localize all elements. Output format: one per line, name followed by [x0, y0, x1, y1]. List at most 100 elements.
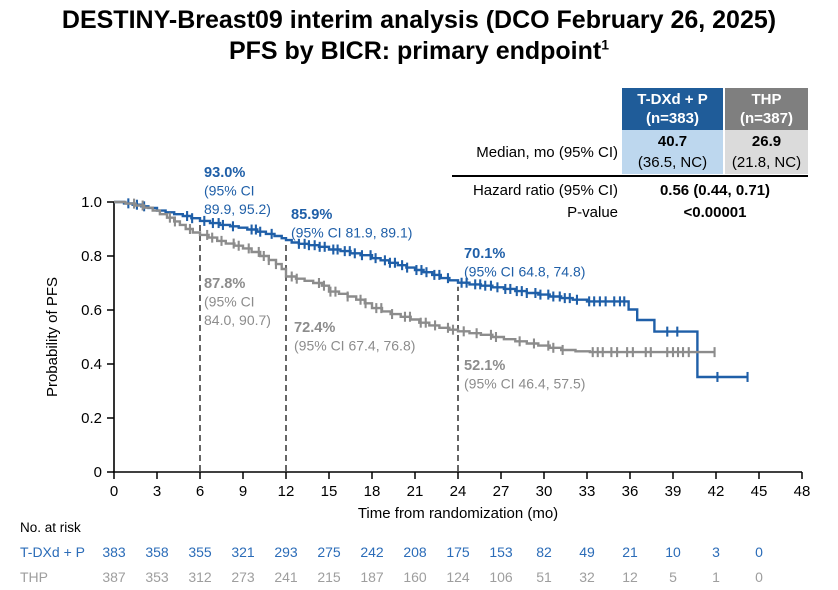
- x-tick-label: 24: [450, 483, 467, 500]
- x-tick-label: 3: [153, 483, 161, 500]
- y-tick-label: 0.6: [81, 302, 102, 319]
- x-tick-label: 15: [321, 483, 338, 500]
- stats-header-tdxd-n: (n=383): [646, 110, 699, 127]
- stats-header-thp-n: (n=387): [740, 110, 793, 127]
- landmark-ci-thp-6mo: (95% CI: [204, 294, 255, 310]
- landmark-pct-tdxd-12mo: 85.9%: [291, 207, 332, 223]
- x-tick-label: 36: [622, 483, 639, 500]
- at-risk-title: No. at risk: [20, 520, 81, 535]
- y-tick-label: 1.0: [81, 194, 102, 211]
- x-tick-label: 12: [278, 483, 295, 500]
- at-risk-count: 49: [579, 544, 595, 560]
- y-tick-label: 0: [94, 464, 102, 481]
- at-risk-count: 153: [489, 544, 513, 560]
- landmark-ci-thp-24mo: (95% CI 46.4, 57.5): [464, 376, 585, 392]
- at-risk-count: 241: [274, 569, 298, 585]
- landmark-pct-thp-12mo: 72.4%: [294, 320, 335, 336]
- median-row-label: Median, mo (95% CI): [476, 143, 618, 161]
- at-risk-count: 0: [755, 569, 763, 585]
- at-risk-count: 312: [188, 569, 212, 585]
- slide-title: DESTINY-Breast09 interim analysis (DCO F…: [0, 5, 838, 67]
- at-risk-count: 383: [102, 544, 126, 560]
- at-risk-count: 175: [446, 544, 470, 560]
- at-risk-count: 5: [669, 569, 677, 585]
- median-cell-thp: 26.9 (21.8, NC): [725, 130, 808, 174]
- x-tick-label: 45: [751, 483, 768, 500]
- at-risk-count: 353: [145, 569, 169, 585]
- hazard-ratio-label: Hazard ratio (95% CI): [472, 182, 618, 199]
- stats-header-tdxd: T-DXd + P (n=383): [622, 88, 723, 130]
- landmark-ci-tdxd-12mo: (95% CI 81.9, 89.1): [291, 225, 412, 241]
- at-risk-count: 293: [274, 544, 298, 560]
- stats-header-thp-name: THP: [751, 91, 782, 108]
- at-risk-row-label-thp: THP: [20, 569, 48, 585]
- x-tick-label: 33: [579, 483, 596, 500]
- x-tick-label: 27: [493, 483, 510, 500]
- p-value-value: <0.00001: [683, 204, 747, 221]
- at-risk-count: 10: [665, 544, 681, 560]
- landmark-ci-thp-12mo: (95% CI 67.4, 76.8): [294, 338, 415, 354]
- at-risk-count: 275: [317, 544, 341, 560]
- median-value-tdxd: 40.7: [657, 133, 688, 150]
- at-risk-count: 215: [317, 569, 341, 585]
- at-risk-count: 0: [755, 544, 763, 560]
- footnote-marker: 1: [601, 36, 610, 53]
- p-value-label: P-value: [567, 204, 618, 221]
- at-risk-count: 3: [712, 544, 720, 560]
- x-axis-title: Time from randomization (mo): [358, 505, 558, 522]
- median-ci-tdxd: (36.5, NC): [637, 154, 708, 171]
- at-risk-count: 32: [579, 569, 595, 585]
- at-risk-count: 187: [360, 569, 384, 585]
- at-risk-count: 355: [188, 544, 212, 560]
- y-axis-title: Probability of PFS: [44, 277, 61, 397]
- at-risk-row-label-tdxd-p: T-DXd + P: [20, 544, 85, 560]
- km-curve-thp: [114, 200, 715, 354]
- landmark-dashed-lines: [199, 224, 459, 471]
- at-risk-count: 106: [489, 569, 513, 585]
- stats-table-divider: [452, 175, 808, 177]
- at-risk-count: 124: [446, 569, 470, 585]
- stats-header-tdxd-name: T-DXd + P: [637, 91, 708, 108]
- at-risk-count: 21: [622, 544, 638, 560]
- censor-ticks-tdxd-p: [127, 198, 749, 382]
- axes: 0 3 6 9 12 15 18 21 24 27 30 33 36 39 42 45 4800.20.40.6…: [44, 194, 810, 522]
- at-risk-count: 51: [536, 569, 552, 585]
- slide-title-line2: PFS by BICR: primary endpoint1: [228, 36, 610, 65]
- x-tick-label: 30: [536, 483, 553, 500]
- at-risk-count: 321: [231, 544, 255, 560]
- median-value-thp: 26.9: [751, 133, 782, 150]
- x-tick-label: 0: [110, 483, 118, 500]
- x-tick-label: 9: [239, 483, 247, 500]
- y-tick-label: 0.8: [81, 248, 102, 265]
- landmark-pct-tdxd-24mo: 70.1%: [464, 246, 505, 262]
- y-tick-label: 0.4: [81, 356, 102, 373]
- x-tick-label: 42: [708, 483, 725, 500]
- landmark-ci-tdxd-24mo: (95% CI 64.8, 74.8): [464, 264, 585, 280]
- median-cell-tdxd: 40.7 (36.5, NC): [622, 130, 723, 174]
- censor-ticks-thp: [133, 198, 716, 358]
- landmark-ci-tdxd-6mo: (95% CI: [204, 183, 255, 199]
- landmark-pct-thp-6mo: 87.8%: [204, 276, 245, 292]
- x-tick-label: 21: [407, 483, 424, 500]
- median-ci-thp: (21.8, NC): [731, 154, 802, 171]
- at-risk-count: 358: [145, 544, 169, 560]
- landmark-pct-thp-24mo: 52.1%: [464, 358, 505, 374]
- at-risk-count: 82: [536, 544, 552, 560]
- landmark-pct-tdxd-6mo: 93.0%: [204, 165, 245, 181]
- at-risk-count: 1: [712, 569, 720, 585]
- at-risk-count: 208: [403, 544, 427, 560]
- slide-title-line1: DESTINY-Breast09 interim analysis (DCO F…: [61, 6, 777, 34]
- stats-table: T-DXd + P (n=383) THP (n=387) Median, mo…: [450, 86, 810, 221]
- landmark-ci-thp-6mo: 84.0, 90.7): [204, 312, 271, 328]
- x-tick-label: 6: [196, 483, 204, 500]
- y-tick-label: 0.2: [81, 410, 102, 427]
- at-risk-count: 273: [231, 569, 255, 585]
- stats-header-thp: THP (n=387): [725, 88, 808, 130]
- landmark-annotations: 93.0% (95% CI 89.9, 95.2) 87.8% (95% CI 84.0,…: [204, 165, 585, 392]
- x-tick-label: 39: [665, 483, 682, 500]
- x-tick-label: 18: [364, 483, 381, 500]
- at-risk-count: 242: [360, 544, 384, 560]
- landmark-ci-tdxd-6mo: 89.9, 95.2): [204, 201, 271, 217]
